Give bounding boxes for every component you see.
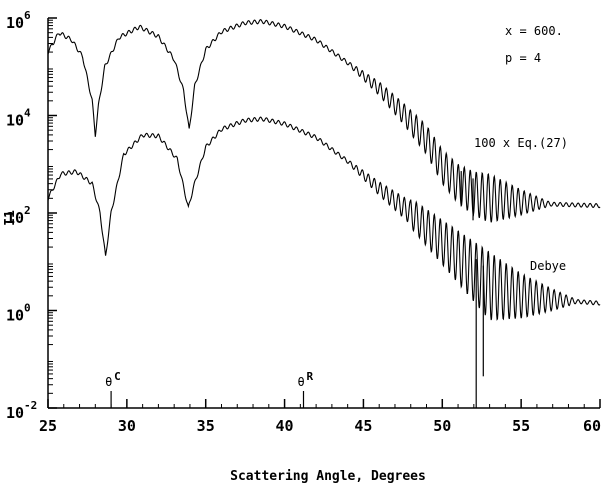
y-tick-label-exponent: -2 [24, 399, 37, 412]
x-tick-label: 40 [276, 417, 294, 435]
x-tick-label: 25 [39, 417, 57, 435]
y-tick-label-exponent: 0 [24, 302, 31, 315]
x-tick-label: 55 [512, 417, 530, 435]
series-line-debye [47, 116, 601, 321]
x-tick-label: 30 [118, 417, 136, 435]
y-tick-label-exponent: 6 [24, 9, 31, 22]
size-parameter-label: x = 600. [505, 24, 563, 38]
x-tick-label: 45 [354, 417, 372, 435]
x-tick-label: 35 [197, 417, 215, 435]
y-tick-label-base: 10 [6, 307, 24, 325]
theta-c-superscript: C [114, 370, 121, 383]
x-axis-title: Scattering Angle, Degrees [230, 469, 426, 484]
x-tick-label: 50 [433, 417, 451, 435]
lower-curve-label: Debye [530, 259, 566, 273]
x-tick-label: 60 [583, 417, 601, 435]
y-tick-label-base: 10 [6, 112, 24, 130]
y-tick-label-base: 10 [6, 404, 24, 422]
y-tick-label-base: 10 [6, 209, 24, 227]
theta-c-label: θ [105, 375, 112, 389]
y-tick-label-base: 10 [6, 14, 24, 32]
theta-r-label: θ [297, 375, 304, 389]
upper-curve-label: 100 x Eq.(27) [474, 136, 568, 150]
p-value-label: p = 4 [505, 51, 541, 65]
y-tick-label-exponent: 4 [24, 107, 31, 120]
y-axis-title: I1 [3, 210, 18, 226]
y-tick-label-exponent: 2 [24, 204, 31, 217]
theta-r-superscript: R [306, 370, 313, 383]
series-line-eq27 [47, 19, 601, 223]
